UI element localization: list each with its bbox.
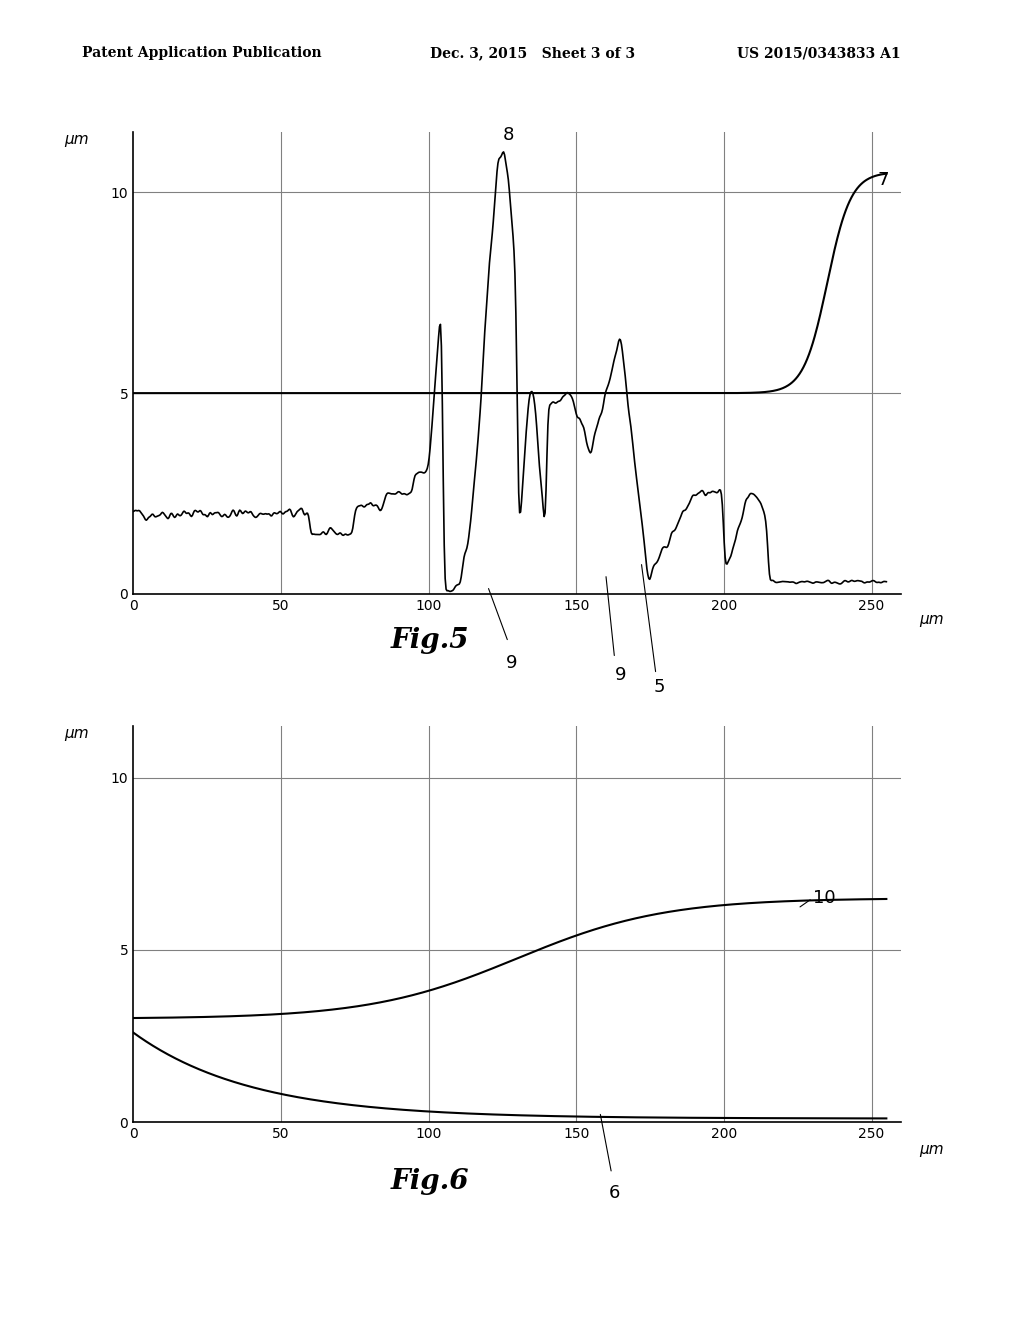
Text: Fig.5: Fig.5 bbox=[391, 627, 469, 653]
Text: 10: 10 bbox=[812, 890, 836, 907]
Text: US 2015/0343833 A1: US 2015/0343833 A1 bbox=[737, 46, 901, 61]
Text: μm: μm bbox=[65, 726, 89, 741]
Text: Fig.6: Fig.6 bbox=[391, 1168, 469, 1195]
Text: 7: 7 bbox=[878, 172, 889, 189]
Text: 8: 8 bbox=[503, 125, 514, 144]
Text: 5: 5 bbox=[653, 678, 665, 697]
Text: 6: 6 bbox=[609, 1184, 621, 1203]
Text: 9: 9 bbox=[506, 655, 517, 672]
Text: 9: 9 bbox=[614, 667, 627, 684]
X-axis label: μm: μm bbox=[920, 612, 944, 627]
Text: Patent Application Publication: Patent Application Publication bbox=[82, 46, 322, 61]
Text: Dec. 3, 2015   Sheet 3 of 3: Dec. 3, 2015 Sheet 3 of 3 bbox=[430, 46, 635, 61]
Text: μm: μm bbox=[65, 132, 89, 147]
X-axis label: μm: μm bbox=[920, 1142, 944, 1156]
